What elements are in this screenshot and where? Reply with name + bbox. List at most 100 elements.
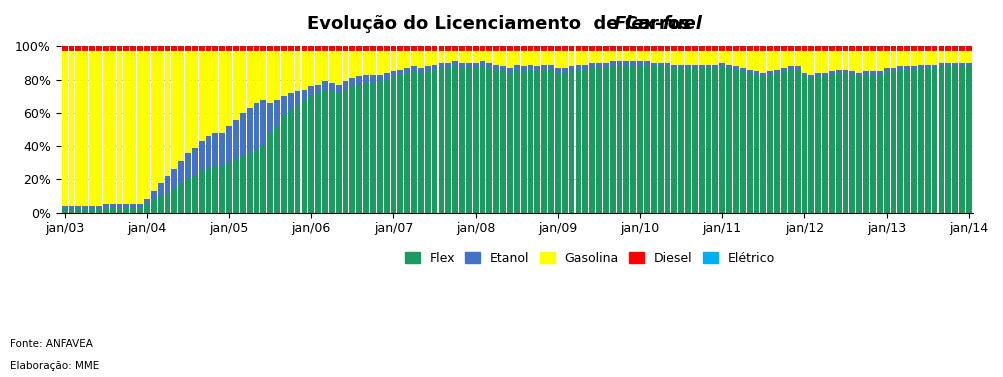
Bar: [637, 66, 642, 213]
Bar: [383, 46, 389, 51]
Bar: [130, 51, 136, 204]
Bar: [876, 51, 882, 71]
Bar: [424, 71, 430, 213]
Bar: [759, 73, 765, 76]
Bar: [219, 46, 225, 51]
Bar: [410, 46, 416, 51]
Bar: [514, 65, 520, 70]
Bar: [643, 46, 649, 51]
Bar: [219, 133, 225, 166]
Bar: [486, 51, 491, 63]
Bar: [315, 85, 321, 93]
Legend: Flex, Etanol, Gasolina, Diesel, Elétrico: Flex, Etanol, Gasolina, Diesel, Elétrico: [399, 247, 779, 270]
Bar: [486, 46, 491, 51]
Bar: [116, 46, 122, 51]
Bar: [951, 66, 957, 213]
Bar: [335, 93, 341, 213]
Bar: [179, 161, 184, 184]
Bar: [274, 46, 280, 51]
Bar: [492, 65, 498, 70]
Bar: [609, 61, 615, 66]
Bar: [842, 46, 848, 51]
Bar: [582, 70, 588, 213]
Bar: [219, 166, 225, 213]
Bar: [534, 51, 540, 66]
Bar: [753, 71, 758, 75]
Bar: [596, 68, 601, 213]
Bar: [643, 61, 649, 65]
Bar: [116, 51, 122, 204]
Bar: [883, 71, 889, 213]
Bar: [376, 51, 382, 75]
Bar: [68, 209, 74, 213]
Bar: [322, 51, 328, 81]
Bar: [746, 70, 752, 73]
Bar: [876, 75, 882, 213]
Bar: [589, 51, 595, 63]
Bar: [315, 46, 321, 51]
Bar: [172, 46, 178, 51]
Bar: [945, 63, 950, 66]
Bar: [492, 46, 498, 51]
Bar: [267, 46, 273, 51]
Bar: [897, 70, 903, 213]
Bar: [445, 63, 450, 68]
Bar: [691, 51, 697, 65]
Bar: [410, 66, 416, 71]
Bar: [137, 204, 142, 208]
Bar: [281, 51, 287, 96]
Bar: [281, 116, 287, 213]
Bar: [123, 51, 129, 204]
Bar: [89, 206, 95, 209]
Bar: [62, 206, 67, 209]
Bar: [807, 51, 813, 75]
Bar: [438, 63, 444, 68]
Bar: [958, 51, 964, 63]
Bar: [82, 209, 88, 213]
Bar: [910, 66, 916, 70]
Bar: [596, 51, 601, 63]
Bar: [630, 66, 636, 213]
Bar: [870, 71, 875, 75]
Bar: [910, 70, 916, 213]
Bar: [295, 104, 300, 213]
Bar: [150, 191, 156, 199]
Bar: [370, 83, 375, 213]
Bar: [431, 65, 437, 70]
Bar: [89, 209, 95, 213]
Bar: [75, 51, 81, 206]
Bar: [295, 91, 300, 104]
Bar: [82, 46, 88, 51]
Bar: [657, 66, 663, 213]
Bar: [164, 46, 171, 51]
Bar: [568, 46, 574, 51]
Bar: [602, 68, 608, 213]
Bar: [698, 68, 704, 213]
Bar: [527, 46, 533, 51]
Bar: [691, 65, 697, 68]
Bar: [630, 46, 636, 51]
Bar: [240, 46, 246, 51]
Bar: [492, 70, 498, 213]
Bar: [356, 76, 362, 85]
Bar: [541, 51, 547, 65]
Bar: [206, 46, 212, 51]
Bar: [62, 51, 67, 206]
Bar: [226, 46, 232, 51]
Bar: [732, 46, 738, 51]
Bar: [89, 51, 95, 206]
Bar: [288, 46, 293, 51]
Bar: [643, 65, 649, 213]
Bar: [143, 199, 149, 204]
Bar: [185, 153, 191, 179]
Bar: [890, 51, 896, 68]
Bar: [746, 73, 752, 213]
Bar: [397, 51, 403, 70]
Bar: [671, 46, 677, 51]
Bar: [759, 51, 765, 73]
Bar: [568, 71, 574, 213]
Bar: [458, 46, 464, 51]
Bar: [548, 65, 554, 70]
Bar: [705, 46, 711, 51]
Bar: [616, 46, 622, 51]
